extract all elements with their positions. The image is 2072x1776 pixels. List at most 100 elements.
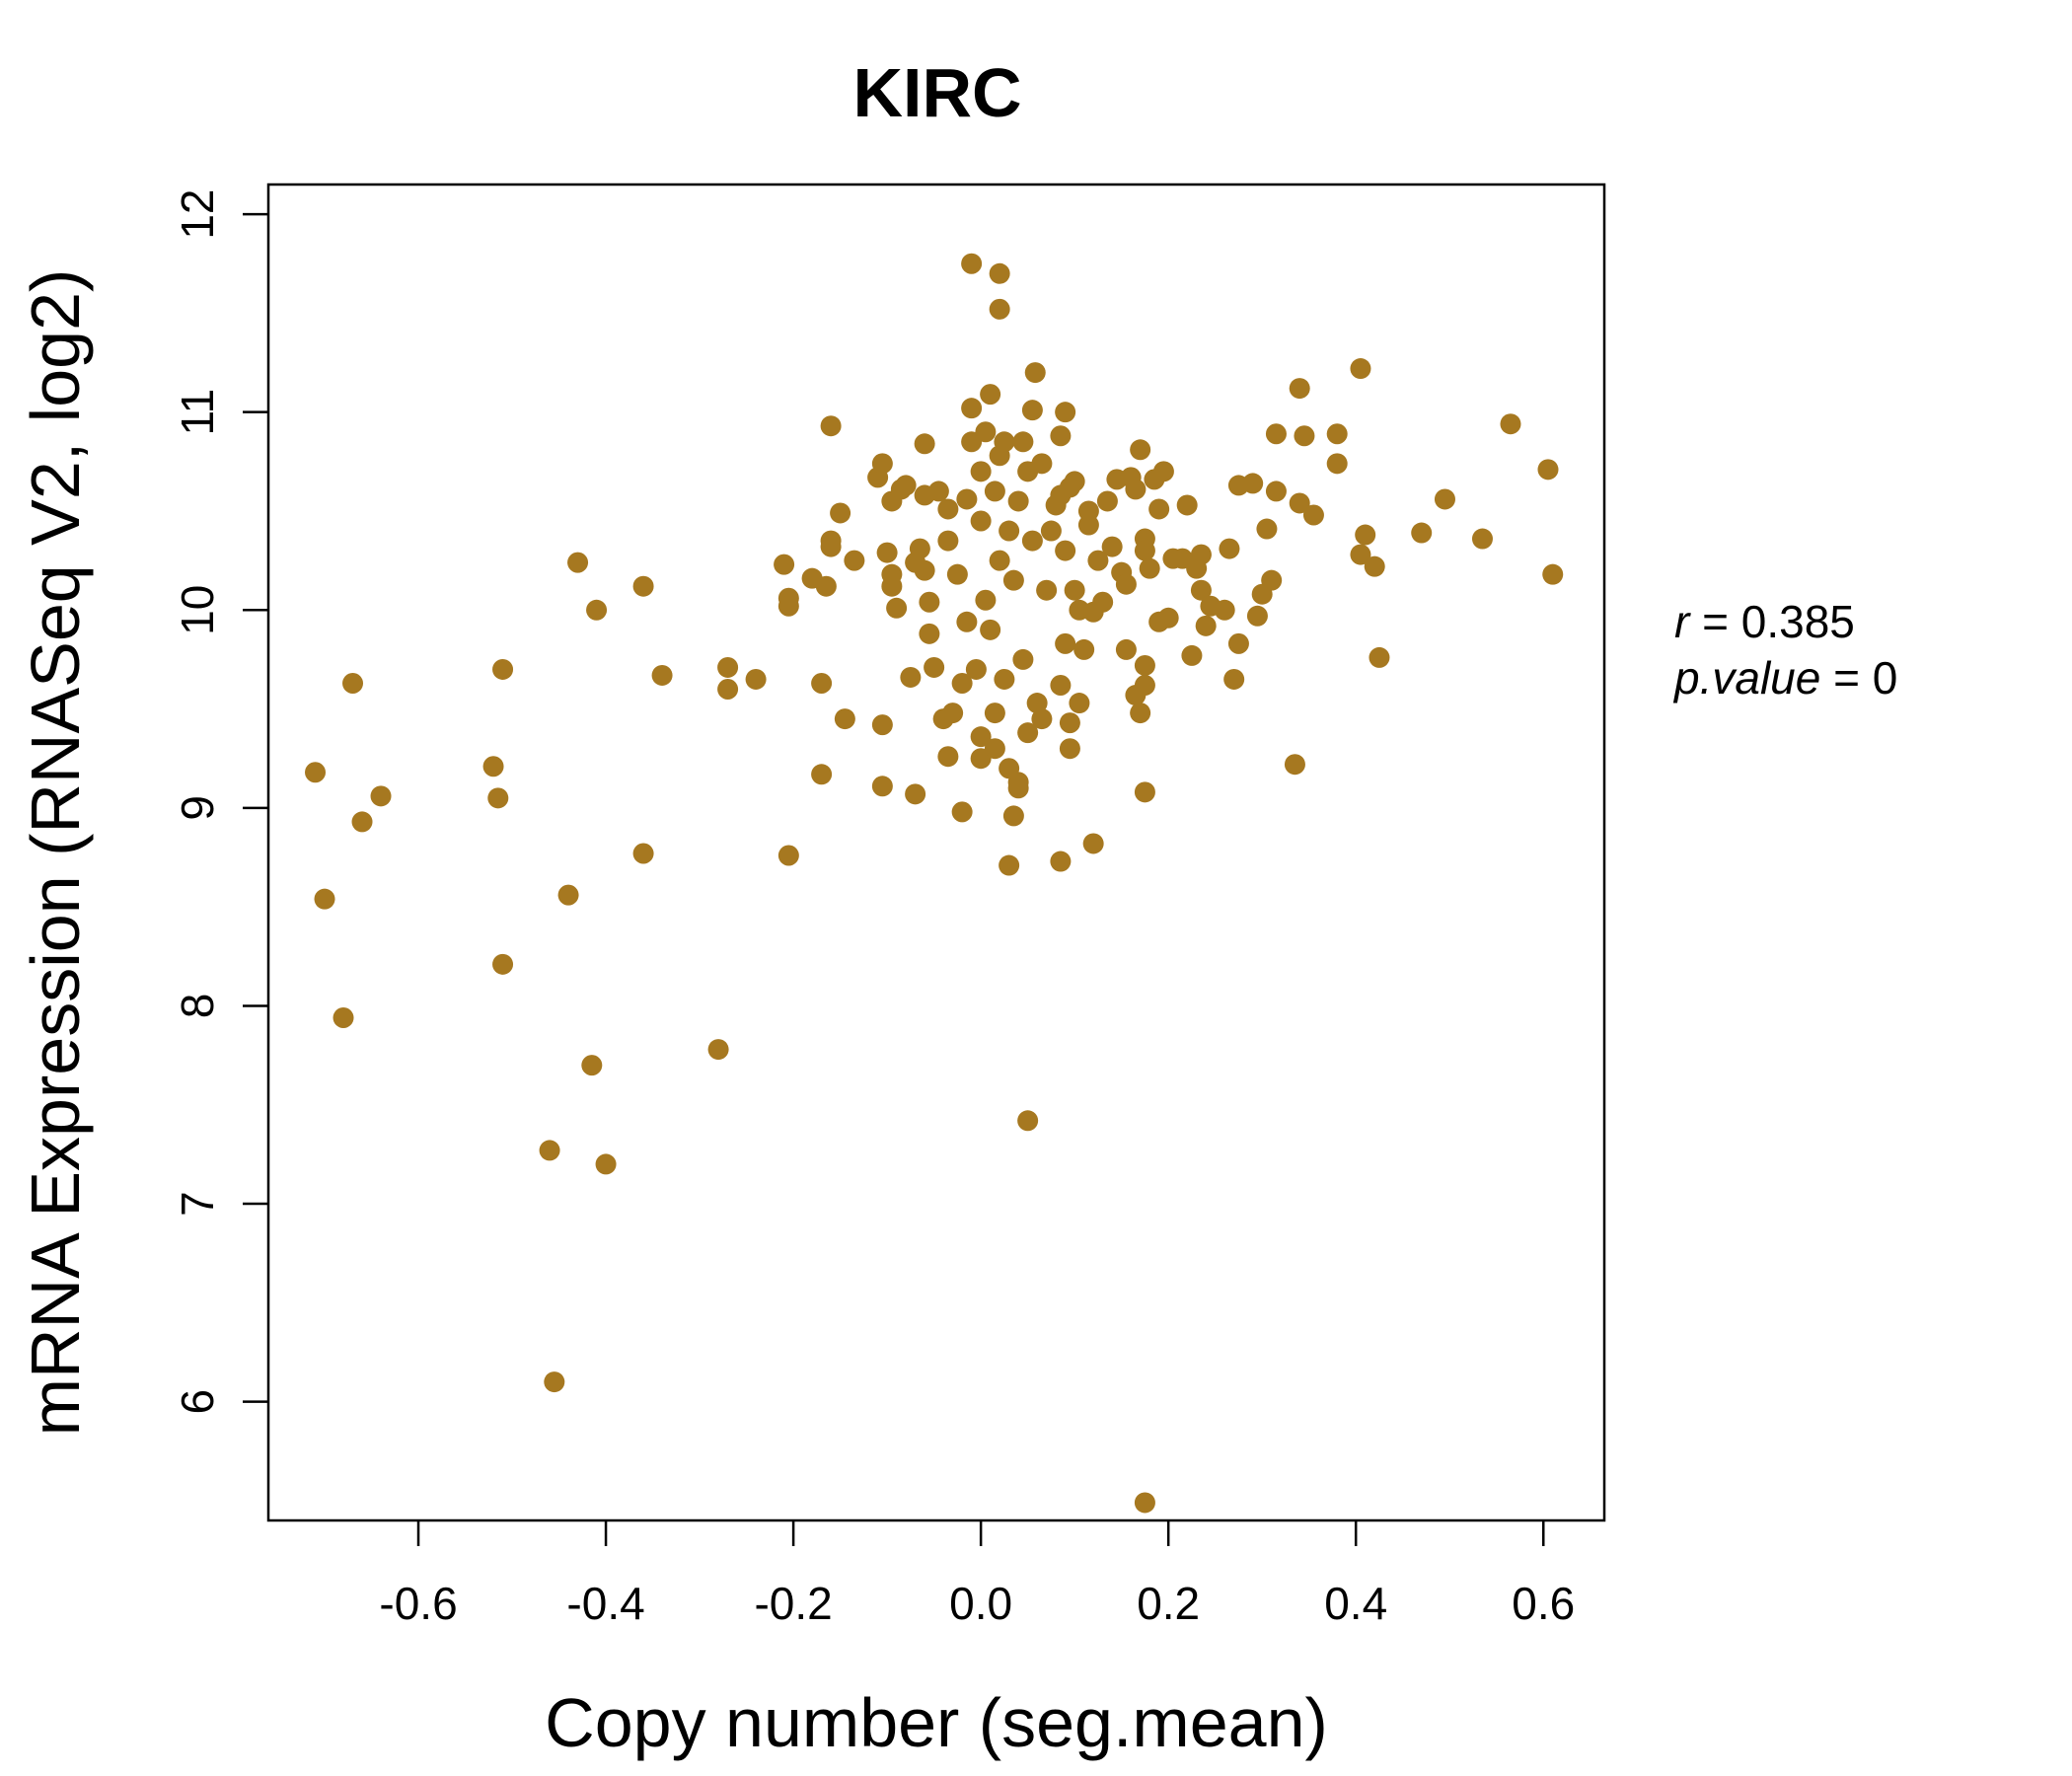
data-point	[1012, 648, 1034, 670]
data-point	[951, 672, 973, 694]
y-tick-label: 6	[172, 1389, 223, 1415]
data-point	[1031, 708, 1053, 730]
data-point	[1055, 402, 1076, 423]
data-point	[970, 726, 992, 748]
data-point	[844, 550, 865, 571]
data-point	[1261, 569, 1283, 591]
p-equals: =	[1820, 652, 1872, 703]
data-point	[1017, 1110, 1039, 1132]
data-point	[1369, 646, 1390, 668]
data-point	[351, 811, 373, 833]
chart-title: KIRC	[852, 54, 1021, 131]
svg-text:p.value = 0: p.value = 0	[1672, 652, 1897, 703]
data-point	[975, 421, 997, 443]
data-point	[1073, 638, 1095, 660]
y-tick-label: 11	[172, 389, 223, 436]
y-tick-label: 9	[172, 795, 223, 821]
y-axis-label: mRNA Expression (RNASeq V2, log2)	[17, 269, 94, 1437]
data-point	[1115, 638, 1137, 660]
data-point	[1130, 703, 1151, 724]
y-tick-label: 8	[172, 994, 223, 1019]
data-point	[1289, 378, 1310, 400]
data-point	[1036, 579, 1058, 601]
data-point	[871, 776, 893, 797]
data-point	[717, 679, 739, 701]
x-tick-label: 0.4	[1324, 1578, 1387, 1629]
data-point	[1350, 544, 1371, 565]
data-point	[1134, 540, 1155, 561]
data-point	[539, 1140, 560, 1161]
data-point	[1265, 423, 1287, 445]
data-point	[745, 668, 767, 690]
data-point	[1064, 471, 1085, 492]
data-point	[1002, 805, 1024, 827]
data-point	[994, 431, 1015, 453]
data-point	[1031, 453, 1053, 475]
data-point	[1537, 459, 1559, 481]
data-point	[1050, 851, 1072, 872]
x-tick-label: 0.6	[1512, 1578, 1575, 1629]
data-point	[1219, 538, 1240, 559]
x-tick-label: 0.0	[949, 1578, 1012, 1629]
data-point	[914, 559, 935, 581]
data-point	[994, 668, 1015, 690]
data-point	[989, 550, 1010, 571]
data-point	[1017, 722, 1039, 744]
data-point	[951, 801, 973, 823]
data-point	[980, 384, 1001, 406]
data-point	[1411, 522, 1433, 544]
data-point	[1125, 479, 1147, 500]
data-point	[937, 530, 959, 552]
data-point	[632, 843, 654, 864]
data-point	[815, 575, 837, 597]
data-point	[1134, 1492, 1155, 1514]
data-point	[876, 542, 898, 563]
data-point	[820, 536, 842, 557]
data-point	[1190, 544, 1212, 565]
x-axis-label: Copy number (seg.mean)	[545, 1684, 1328, 1761]
data-point	[980, 619, 1001, 640]
data-point	[989, 298, 1010, 320]
data-point	[1152, 461, 1174, 482]
data-point	[871, 714, 893, 736]
data-point	[1284, 754, 1305, 776]
data-point	[970, 461, 992, 482]
data-point	[919, 623, 940, 644]
data-point	[1227, 632, 1249, 654]
data-point	[1190, 579, 1212, 601]
data-point	[1214, 599, 1235, 621]
data-point	[1134, 781, 1155, 803]
data-point	[1082, 833, 1104, 854]
data-point	[900, 666, 922, 688]
data-point	[886, 597, 908, 619]
data-point	[1050, 425, 1072, 447]
data-point	[717, 656, 739, 678]
data-point	[581, 1055, 603, 1076]
data-point	[632, 575, 654, 597]
data-point	[1181, 644, 1203, 666]
data-point	[1021, 400, 1043, 421]
p-value: 0	[1873, 652, 1898, 703]
data-point	[777, 595, 799, 617]
data-point	[820, 415, 842, 437]
data-point	[919, 591, 940, 613]
data-point	[1064, 579, 1085, 601]
data-point	[492, 658, 514, 680]
data-point	[927, 481, 949, 502]
data-point	[1002, 569, 1024, 591]
data-point	[1471, 528, 1493, 550]
data-point	[342, 672, 364, 694]
data-point	[895, 475, 917, 496]
data-point	[999, 520, 1020, 542]
data-point	[1434, 488, 1455, 510]
data-point	[1059, 712, 1080, 734]
data-point	[1157, 607, 1179, 629]
y-tick-label: 10	[172, 585, 223, 635]
y-tick-label: 7	[172, 1191, 223, 1217]
data-point	[557, 884, 579, 906]
data-point	[1289, 492, 1310, 514]
data-point	[314, 888, 335, 910]
data-point	[1040, 520, 1062, 542]
data-point	[1350, 358, 1371, 380]
